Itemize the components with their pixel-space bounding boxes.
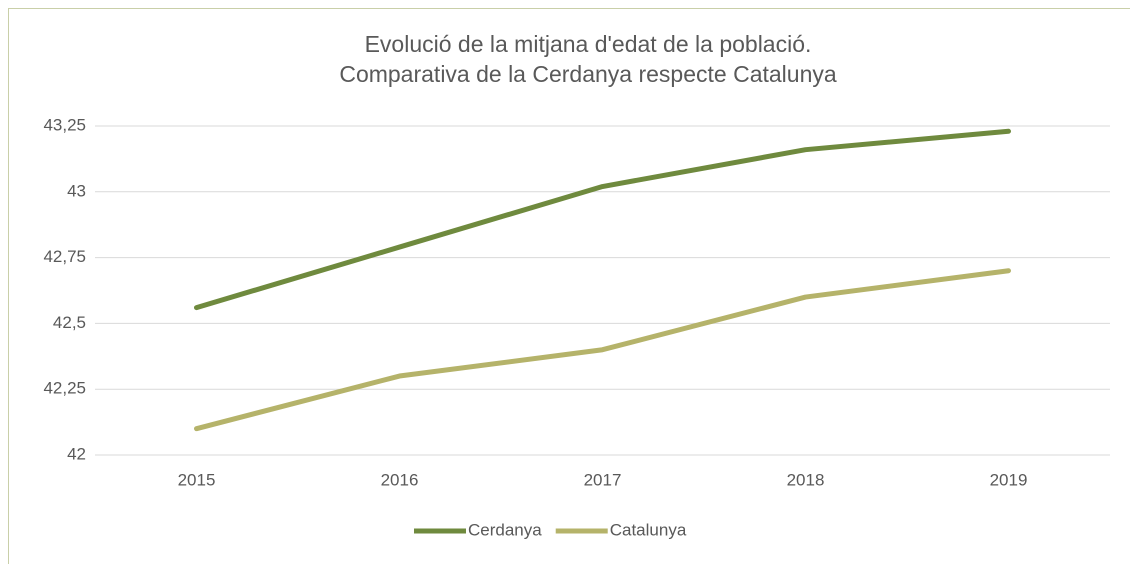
x-tick-label: 2015 xyxy=(178,470,216,489)
chart-border xyxy=(8,8,1130,564)
y-tick-label: 42 xyxy=(67,444,86,463)
x-tick-label: 2018 xyxy=(787,470,825,489)
y-tick-label: 43 xyxy=(67,181,86,200)
legend-label: Catalunya xyxy=(610,520,687,539)
x-tick-label: 2017 xyxy=(584,470,622,489)
series-line xyxy=(194,268,1011,432)
chart-title: Evolució de la mitjana d'edat de la pobl… xyxy=(365,31,812,57)
series-line xyxy=(194,128,1011,311)
x-tick-label: 2016 xyxy=(381,470,419,489)
y-tick-label: 42,5 xyxy=(53,313,86,332)
y-tick-label: 42,25 xyxy=(43,379,86,398)
y-tick-label: 42,75 xyxy=(43,247,86,266)
y-tick-label: 43,25 xyxy=(43,115,86,134)
legend-label: Cerdanya xyxy=(468,520,542,539)
chart-title: Comparativa de la Cerdanya respecte Cata… xyxy=(339,61,837,87)
x-tick-label: 2019 xyxy=(990,470,1028,489)
